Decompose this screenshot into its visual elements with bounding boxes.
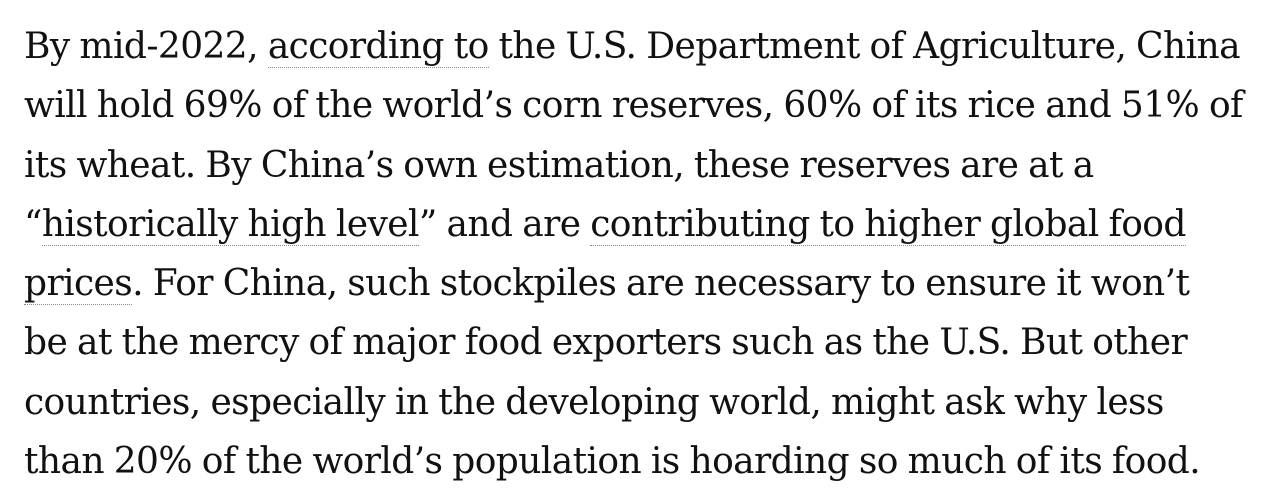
paragraph-line-7: countries, especially in the developing …: [24, 381, 1164, 423]
line-text: “: [24, 203, 42, 245]
paragraph-line-3: its wheat. By China’s own estimation, th…: [24, 144, 1094, 186]
paragraph-line-2: will hold 69% of the world’s corn reserv…: [24, 85, 1243, 127]
paragraph-line-6: be at the mercy of major food exporters …: [24, 322, 1188, 364]
line-text: ” and are: [418, 203, 591, 245]
link-historically-high-level[interactable]: historically high level: [41, 203, 419, 246]
line-text: . For China, such stockpiles are necessa…: [132, 263, 1190, 305]
paragraph-line-1: By mid-2022, according to the U.S. Depar…: [24, 17, 1260, 76]
line-text: By mid-2022,: [24, 26, 268, 67]
paragraph-line-5: prices. For China, such stockpiles are n…: [24, 254, 1260, 313]
link-contributing-to-higher-global-food-prices[interactable]: prices: [24, 263, 133, 306]
paragraph-line-8: than 20% of the world’s population is ho…: [24, 441, 1201, 483]
paragraph-line-4: “historically high level” and are contri…: [24, 195, 1260, 254]
link-contributing-to-higher-global-food-prices[interactable]: contributing to higher global food: [590, 203, 1186, 246]
link-according-to[interactable]: according to: [267, 26, 489, 68]
line-text: the U.S. Department of Agriculture, Chin…: [488, 26, 1240, 67]
